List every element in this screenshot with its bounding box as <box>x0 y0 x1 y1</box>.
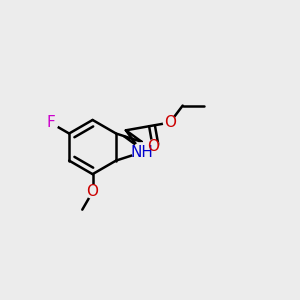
Text: O: O <box>147 139 159 154</box>
Text: F: F <box>46 116 55 130</box>
Text: O: O <box>87 184 99 199</box>
Circle shape <box>132 143 151 162</box>
Text: O: O <box>164 115 176 130</box>
Circle shape <box>44 116 58 130</box>
Text: NH: NH <box>130 145 153 160</box>
Circle shape <box>164 116 176 129</box>
Circle shape <box>146 140 159 153</box>
Circle shape <box>86 185 99 198</box>
